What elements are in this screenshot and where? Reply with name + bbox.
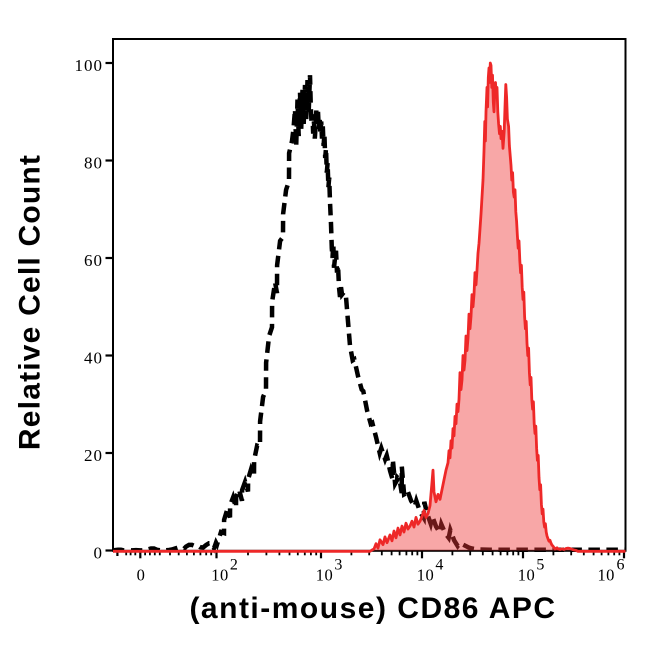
svg-text:0: 0 [94, 544, 104, 563]
svg-text:5: 5 [536, 557, 544, 574]
svg-text:0: 0 [137, 566, 146, 585]
svg-text:10: 10 [316, 566, 333, 585]
svg-text:3: 3 [334, 557, 342, 574]
svg-text:40: 40 [84, 349, 103, 368]
svg-text:4: 4 [435, 557, 443, 574]
svg-text:80: 80 [84, 154, 103, 173]
svg-text:100: 100 [75, 56, 104, 75]
svg-text:10: 10 [417, 566, 434, 585]
svg-text:2: 2 [230, 557, 238, 574]
svg-text:10: 10 [518, 566, 535, 585]
svg-text:Relative Cell Count: Relative Cell Count [14, 154, 47, 450]
svg-text:10: 10 [598, 566, 615, 585]
svg-text:10: 10 [211, 566, 228, 585]
svg-text:(anti-mouse) CD86 APC: (anti-mouse) CD86 APC [189, 592, 556, 625]
svg-text:60: 60 [84, 251, 103, 270]
svg-text:6: 6 [617, 557, 625, 574]
svg-text:20: 20 [84, 446, 103, 465]
